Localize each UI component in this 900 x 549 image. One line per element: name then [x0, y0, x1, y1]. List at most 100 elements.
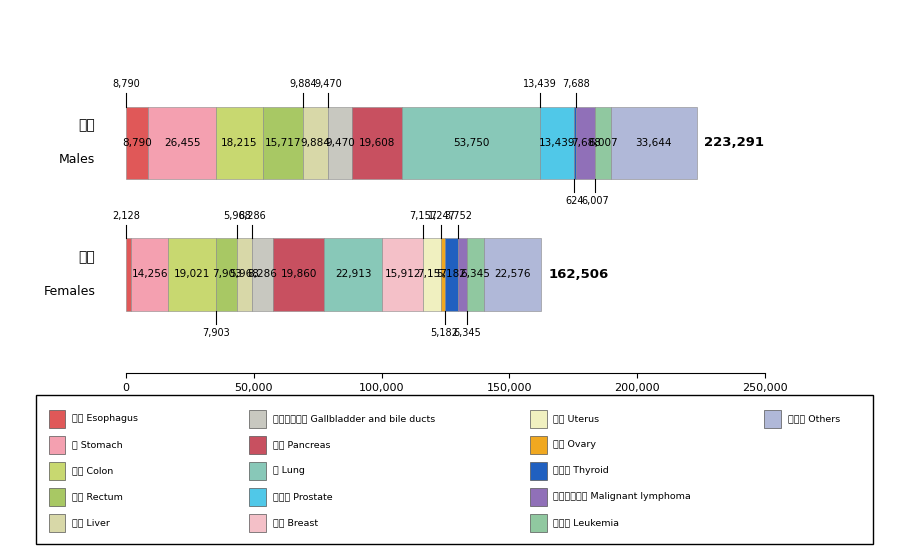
Text: 8,286: 8,286: [248, 270, 277, 279]
Bar: [249, 488, 266, 506]
Text: 7,903: 7,903: [212, 270, 241, 279]
Text: 33,644: 33,644: [635, 138, 672, 148]
Text: 8,286: 8,286: [238, 211, 266, 221]
Text: 7,688: 7,688: [562, 80, 590, 89]
Text: 14,256: 14,256: [131, 270, 168, 279]
Text: 前立腺 Prostate: 前立腺 Prostate: [273, 492, 332, 501]
Bar: [530, 462, 546, 480]
Text: 8,790: 8,790: [122, 138, 152, 148]
Bar: [382, 238, 423, 311]
Text: 9,884: 9,884: [289, 80, 317, 89]
Bar: [237, 238, 252, 311]
Bar: [458, 238, 467, 311]
Text: 162,506: 162,506: [549, 268, 609, 281]
Text: 6,345: 6,345: [454, 328, 482, 338]
Text: 5,968: 5,968: [223, 211, 250, 221]
Text: 7,157: 7,157: [410, 211, 437, 221]
Text: 胃 Stomach: 胃 Stomach: [72, 440, 122, 450]
Bar: [131, 238, 168, 311]
Bar: [252, 238, 273, 311]
Bar: [49, 488, 66, 506]
Text: 5,182: 5,182: [431, 328, 458, 338]
Text: 卵巣 Ovary: 卵巣 Ovary: [554, 440, 597, 450]
Bar: [49, 436, 66, 454]
Bar: [49, 462, 66, 480]
Bar: [249, 410, 266, 428]
Text: 6,007: 6,007: [581, 196, 609, 206]
Bar: [596, 107, 611, 179]
Text: 5,968: 5,968: [230, 270, 259, 279]
Text: 悪性リンパ腫 Malignant lymphoma: 悪性リンパ腫 Malignant lymphoma: [554, 492, 691, 501]
Text: 19,608: 19,608: [359, 138, 395, 148]
Text: 22,576: 22,576: [494, 270, 531, 279]
Text: 18,215: 18,215: [221, 138, 257, 148]
Bar: [530, 410, 546, 428]
Text: 白血病 Leukemia: 白血病 Leukemia: [554, 518, 619, 527]
Text: 9,470: 9,470: [325, 138, 356, 148]
Bar: [423, 238, 441, 311]
Text: 19,860: 19,860: [280, 270, 317, 279]
Bar: [249, 462, 266, 480]
Text: 甲状腺 Thyroid: 甲状腺 Thyroid: [554, 467, 609, 475]
Text: 胆のう・胆管 Gallbladder and bile ducts: 胆のう・胆管 Gallbladder and bile ducts: [273, 414, 435, 423]
Text: 6,007: 6,007: [589, 138, 618, 148]
Bar: [263, 107, 302, 179]
Bar: [540, 107, 574, 179]
Bar: [49, 410, 66, 428]
Text: 肺 Lung: 肺 Lung: [273, 467, 305, 475]
Bar: [441, 238, 445, 311]
Bar: [530, 514, 546, 531]
Bar: [764, 410, 781, 428]
Bar: [273, 238, 324, 311]
Text: 624: 624: [565, 196, 583, 206]
Text: 女性: 女性: [78, 250, 95, 264]
Text: 9,470: 9,470: [314, 80, 342, 89]
Text: 15,717: 15,717: [265, 138, 301, 148]
Bar: [328, 107, 352, 179]
Text: 6,345: 6,345: [461, 270, 491, 279]
Bar: [126, 107, 148, 179]
Bar: [216, 107, 263, 179]
Bar: [574, 107, 576, 179]
Text: 肝臓 Liver: 肝臓 Liver: [72, 518, 110, 527]
Text: 7,157: 7,157: [418, 270, 447, 279]
Bar: [530, 488, 546, 506]
Text: 膠臓 Pancreas: 膠臓 Pancreas: [273, 440, 330, 450]
Text: 8,790: 8,790: [112, 80, 140, 89]
Text: Females: Females: [43, 285, 95, 298]
Text: 男性: 男性: [78, 118, 95, 132]
Bar: [302, 107, 328, 179]
Bar: [49, 514, 66, 531]
Text: 人 Persons: 人 Persons: [712, 400, 765, 410]
Text: 2,128: 2,128: [112, 211, 140, 221]
Text: 13,439: 13,439: [539, 138, 575, 148]
Text: 15,912: 15,912: [384, 270, 421, 279]
Bar: [611, 107, 697, 179]
Text: 5,182: 5,182: [436, 270, 466, 279]
Text: その他 Others: その他 Others: [788, 414, 840, 423]
Text: 1,247: 1,247: [428, 211, 455, 221]
Text: 乳房 Breast: 乳房 Breast: [273, 518, 318, 527]
Bar: [249, 514, 266, 531]
Bar: [467, 238, 483, 311]
Bar: [445, 238, 458, 311]
Text: 19,021: 19,021: [174, 270, 211, 279]
Text: 9,884: 9,884: [301, 138, 330, 148]
Bar: [217, 238, 237, 311]
Text: 3,752: 3,752: [444, 211, 472, 221]
Bar: [148, 107, 216, 179]
Bar: [576, 107, 596, 179]
Bar: [530, 436, 546, 454]
Bar: [402, 107, 540, 179]
Text: 子宮 Uterus: 子宮 Uterus: [554, 414, 599, 423]
Text: 53,750: 53,750: [453, 138, 490, 148]
Text: 223,291: 223,291: [705, 136, 764, 149]
Bar: [483, 238, 542, 311]
Text: 結腸 Colon: 結腸 Colon: [72, 467, 113, 475]
Text: 22,913: 22,913: [335, 270, 372, 279]
Bar: [126, 238, 131, 311]
Text: 食道 Esophagus: 食道 Esophagus: [72, 414, 138, 423]
Bar: [324, 238, 382, 311]
Bar: [249, 436, 266, 454]
Text: 13,439: 13,439: [523, 80, 557, 89]
